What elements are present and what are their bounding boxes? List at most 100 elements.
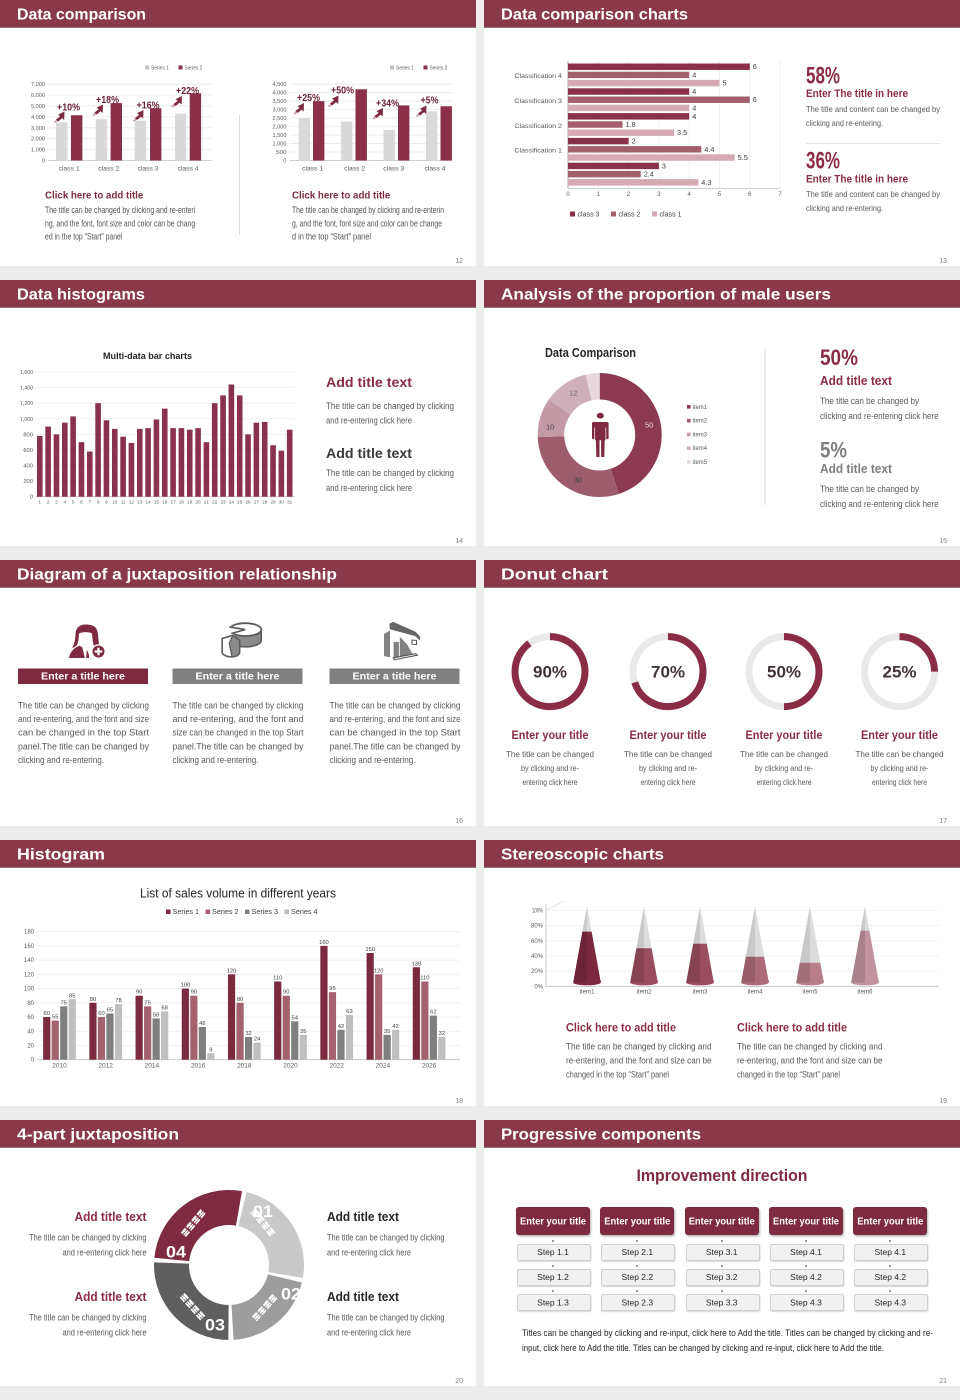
- svg-text:2,000: 2,000: [273, 125, 287, 131]
- svg-text:by clicking and re-: by clicking and re-: [755, 763, 813, 773]
- svg-text:Donut chart: Donut chart: [501, 567, 609, 584]
- svg-text:58%: 58%: [806, 62, 840, 89]
- svg-text:8: 8: [97, 500, 100, 505]
- svg-text:and re-entering click here: and re-entering click here: [327, 1327, 411, 1337]
- svg-text:+22%: +22%: [176, 86, 199, 97]
- svg-text:by clicking and re-: by clicking and re-: [871, 763, 929, 773]
- svg-text:List of sales volume in differ: List of sales volume in different years: [140, 887, 336, 901]
- svg-text:42: 42: [338, 1024, 344, 1030]
- svg-text:01: 01: [253, 1202, 273, 1221]
- svg-text:40: 40: [27, 1029, 34, 1035]
- svg-text:31: 31: [287, 500, 293, 505]
- svg-text:and re-entering click here: and re-entering click here: [326, 416, 412, 426]
- svg-text:2,000: 2,000: [31, 137, 45, 143]
- svg-text:clicking and re-entering.: clicking and re-entering.: [18, 755, 104, 765]
- svg-text:Series 2: Series 2: [212, 907, 239, 916]
- svg-text:entering click here: entering click here: [523, 777, 578, 787]
- svg-text:Step 2.3: Step 2.3: [621, 1297, 653, 1307]
- svg-text:42: 42: [392, 1024, 398, 1030]
- svg-text:24: 24: [254, 1037, 261, 1043]
- svg-text:Click here to add title: Click here to add title: [292, 191, 391, 202]
- svg-text:clicking and re-entering.: clicking and re-entering.: [173, 755, 259, 765]
- svg-text:4.4: 4.4: [704, 145, 714, 154]
- svg-text:Series 3: Series 3: [252, 907, 279, 916]
- svg-text:70%: 70%: [651, 664, 685, 682]
- svg-text:1,600: 1,600: [20, 370, 33, 376]
- svg-text:28: 28: [262, 500, 268, 505]
- svg-text:78: 78: [115, 998, 121, 1004]
- svg-text:2024: 2024: [376, 1063, 391, 1070]
- svg-text:Step 1.1: Step 1.1: [537, 1247, 569, 1257]
- svg-text:35: 35: [384, 1029, 390, 1035]
- svg-text:160: 160: [24, 944, 35, 950]
- svg-text:50: 50: [645, 421, 653, 430]
- svg-text:class 2: class 2: [344, 166, 365, 173]
- svg-text:g, and the font, font size and: g, and the font, font size and color can…: [292, 218, 442, 228]
- svg-text:ed in the top “Start” panel: ed in the top “Start” panel: [45, 231, 122, 241]
- svg-text:Classification 3: Classification 3: [514, 98, 562, 105]
- svg-text:21: 21: [939, 1378, 947, 1385]
- svg-text:Progressive components: Progressive components: [501, 1127, 701, 1144]
- svg-text:Series 1: Series 1: [173, 907, 200, 916]
- svg-text:100: 100: [181, 983, 191, 989]
- svg-text:2026: 2026: [422, 1063, 437, 1070]
- svg-text:1: 1: [597, 192, 601, 198]
- svg-text:800: 800: [23, 432, 33, 438]
- svg-text:Enter your title: Enter your title: [746, 728, 823, 742]
- svg-text:120: 120: [374, 968, 384, 974]
- svg-text:Series 1: Series 1: [396, 66, 414, 72]
- svg-text:input, click here to Add the t: input, click here to Add the title. Titl…: [522, 1343, 884, 1353]
- svg-text:item2: item2: [693, 418, 708, 425]
- svg-text:60%: 60%: [531, 939, 544, 945]
- svg-text:and re-entering click here: and re-entering click here: [63, 1327, 147, 1337]
- svg-text:55: 55: [52, 1015, 58, 1021]
- svg-text:4: 4: [64, 500, 67, 505]
- svg-text:changed in the top “Start” pan: changed in the top “Start” panel: [737, 1070, 840, 1080]
- svg-text:80%: 80%: [531, 924, 544, 930]
- svg-text:23: 23: [220, 500, 226, 505]
- svg-text:0: 0: [30, 495, 33, 501]
- svg-text:30: 30: [574, 476, 582, 485]
- svg-text:Enter your title: Enter your title: [520, 1217, 586, 1228]
- svg-text:14: 14: [455, 538, 463, 545]
- svg-text:3: 3: [662, 161, 666, 170]
- svg-text:The title can be changed by cl: The title can be changed by clicking: [18, 701, 149, 711]
- svg-text:2: 2: [632, 137, 636, 146]
- svg-text:and re-entering click here: and re-entering click here: [63, 1247, 147, 1257]
- svg-text:The title can be changed: The title can be changed: [856, 749, 944, 759]
- svg-text:re-entering, and the font and: re-entering, and the font and size can b…: [566, 1056, 712, 1066]
- svg-text:12: 12: [569, 389, 577, 398]
- svg-text:80: 80: [237, 997, 243, 1003]
- svg-text:+18%: +18%: [96, 95, 119, 106]
- svg-text:9: 9: [209, 1047, 212, 1053]
- svg-text:+16%: +16%: [137, 101, 160, 112]
- svg-text:2020: 2020: [283, 1063, 298, 1070]
- svg-text:68: 68: [161, 1005, 167, 1011]
- svg-text:class 4: class 4: [425, 166, 446, 173]
- svg-text:04: 04: [166, 1243, 187, 1262]
- svg-text:Multi-data bar charts: Multi-data bar charts: [103, 351, 192, 362]
- svg-text:Enter The title in here: Enter The title in here: [806, 88, 908, 100]
- svg-text:24: 24: [229, 500, 235, 505]
- svg-text:100: 100: [24, 987, 35, 993]
- svg-text:by clicking and re-: by clicking and re-: [521, 763, 579, 773]
- svg-text:panel.The title can be changed: panel.The title can be changed by: [330, 741, 462, 751]
- svg-text:19: 19: [187, 500, 193, 505]
- svg-text:3,000: 3,000: [31, 126, 45, 132]
- svg-text:50%: 50%: [820, 345, 858, 370]
- svg-text:12: 12: [129, 500, 135, 505]
- svg-text:46: 46: [199, 1021, 205, 1027]
- svg-text:90%: 90%: [533, 664, 567, 682]
- svg-text:110: 110: [420, 975, 429, 981]
- svg-text:and re-entering click here: and re-entering click here: [326, 483, 412, 493]
- svg-text:and re-entering click here: and re-entering click here: [327, 1247, 411, 1257]
- svg-text:Series 4: Series 4: [291, 907, 318, 916]
- svg-text:Diagram of a juxtaposition rel: Diagram of a juxtaposition relationship: [17, 567, 337, 584]
- svg-text:3: 3: [657, 192, 661, 198]
- svg-text:4: 4: [692, 70, 696, 79]
- svg-text:160: 160: [319, 940, 329, 946]
- svg-text:ng, and the font, font size an: ng, and the font, font size and color ca…: [45, 218, 195, 228]
- svg-text:4: 4: [692, 103, 696, 112]
- svg-text:80: 80: [90, 997, 96, 1003]
- svg-text:20: 20: [27, 1043, 34, 1049]
